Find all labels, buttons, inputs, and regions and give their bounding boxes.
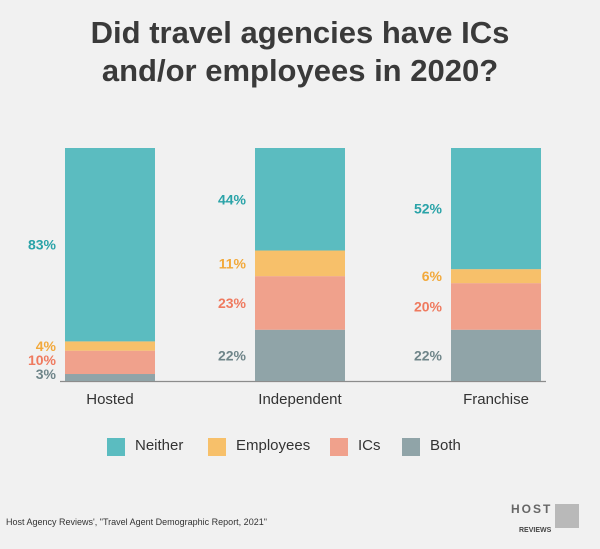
data-label-independent-employees: 11% <box>219 255 247 271</box>
legend-swatch-both <box>402 438 420 456</box>
data-label-independent-ics: 23% <box>218 295 247 311</box>
chart-title-line-1: Did travel agencies have ICs <box>90 15 510 50</box>
stacked-bar-chart: 3%10%4% 83% Hosted 22% 23% 11% 44% Independent 2… <box>28 148 546 408</box>
host-agency-reviews-logo: HOST AGENCY REVIEWS <box>511 502 579 534</box>
legend-label-employees: Employees <box>236 437 311 454</box>
chart-title-line-2: and/or employees in 2020? <box>101 53 499 88</box>
logo-text-agency: AGENCY <box>511 518 547 525</box>
logo-text-host: HOST <box>511 502 552 516</box>
bar-franchise-employees <box>451 269 541 284</box>
data-label-hosted-neither: 83% <box>28 237 57 253</box>
data-label-independent-both: 22% <box>218 347 247 363</box>
bar-franchise-ics <box>451 283 541 330</box>
bar-hosted-ics <box>65 350 155 375</box>
chart-title: Did travel agencies have ICs and/or empl… <box>0 14 600 90</box>
data-label-independent-neither: 44% <box>218 191 247 207</box>
bar-franchise-neither <box>451 148 541 270</box>
legend-swatch-ics <box>330 438 348 456</box>
logo-text-reviews: REVIEWS <box>519 527 552 534</box>
bar-hosted-employees <box>65 341 155 351</box>
chart-legend: Neither Employees ICs Both <box>0 436 600 460</box>
data-label-franchise-ics: 20% <box>414 298 443 314</box>
bar-independent-neither <box>255 148 345 251</box>
source-note: Host Agency Reviews', "Travel Agent Demo… <box>6 517 267 527</box>
bar-independent-employees <box>255 250 345 277</box>
data-label-hosted-employees: 4% <box>36 338 57 354</box>
data-label-franchise-employees: 6% <box>422 268 443 284</box>
x-tick-label-hosted: Hosted <box>86 391 134 408</box>
data-label-franchise-neither: 52% <box>414 201 443 217</box>
legend-label-both: Both <box>430 437 461 454</box>
bar-independent-ics <box>255 276 345 330</box>
bar-independent-both <box>255 329 345 381</box>
logo-gray-block <box>555 504 579 528</box>
data-label-franchise-both: 22% <box>414 347 443 363</box>
bar-franchise-both <box>451 329 541 381</box>
x-tick-label-franchise: Franchise <box>463 391 529 408</box>
legend-swatch-neither <box>107 438 125 456</box>
data-label-hosted-both: 3% <box>36 366 57 382</box>
bar-hosted-both <box>65 374 155 381</box>
bar-hosted-neither <box>65 148 155 342</box>
data-label-hosted-ics: 10% <box>28 352 57 368</box>
x-tick-label-independent: Independent <box>258 391 342 408</box>
legend-label-neither: Neither <box>135 437 184 454</box>
legend-label-ics: ICs <box>358 437 381 454</box>
legend-swatch-employees <box>208 438 226 456</box>
